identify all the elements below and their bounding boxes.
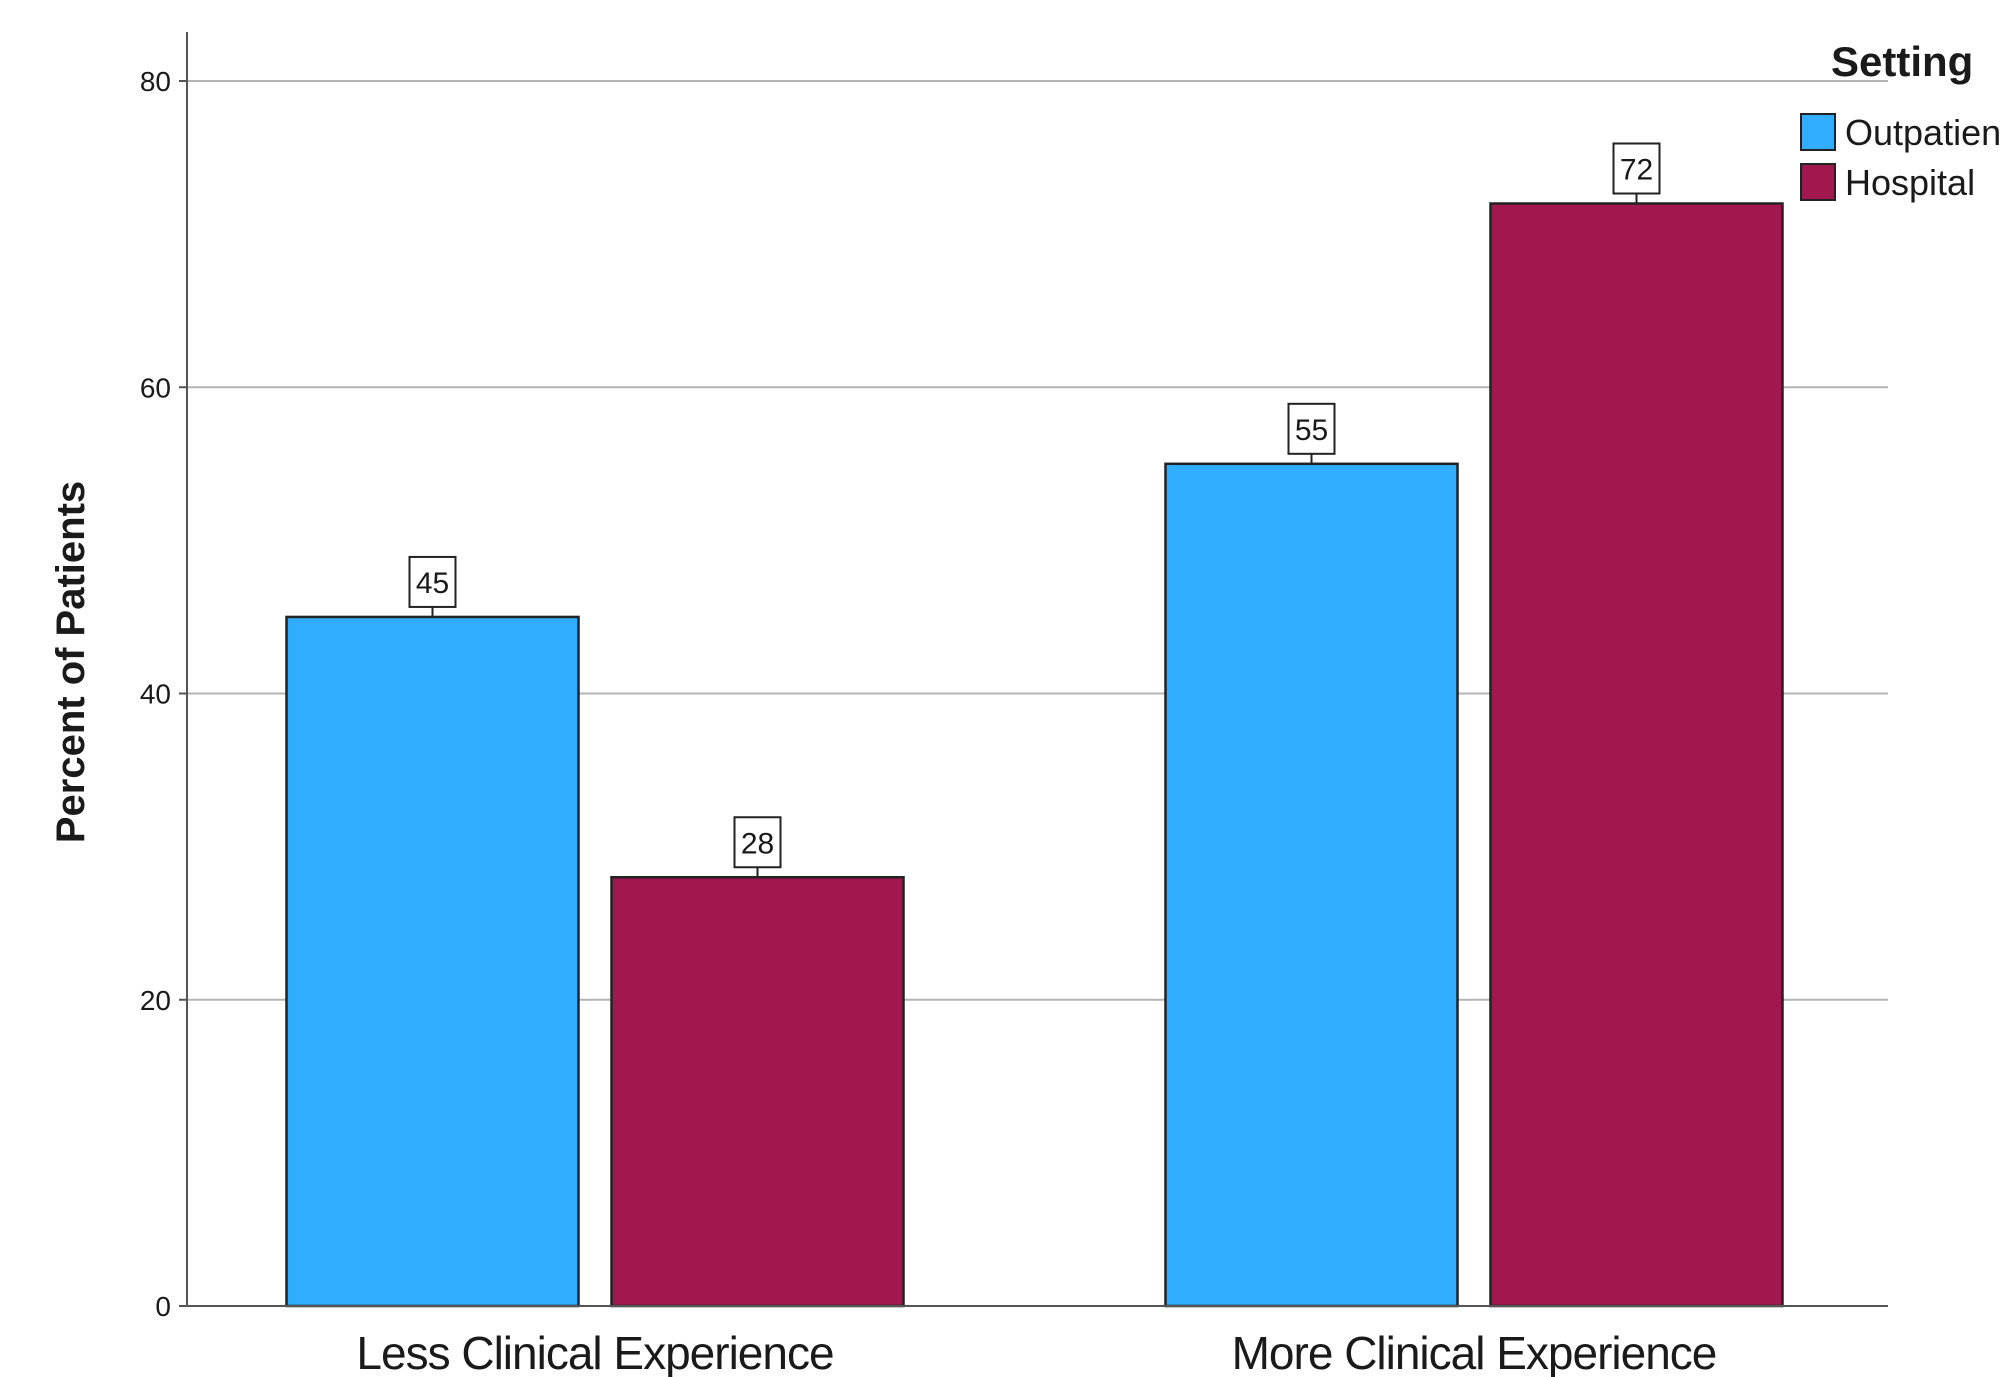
y-tick-label: 40 [140, 679, 171, 710]
data-label: 45 [416, 567, 449, 600]
bar [1489, 202, 1784, 1308]
axes [186, 32, 1888, 1307]
legend-label: Hospital [1845, 162, 1975, 203]
y-tick-label: 60 [140, 372, 171, 403]
bars [285, 202, 1784, 1308]
legend: Setting Outpatien Hospital [1800, 38, 2001, 203]
legend-title: Setting [1831, 38, 1973, 85]
bar [610, 876, 905, 1308]
y-tick-label: 20 [140, 985, 171, 1016]
y-axis-title: Percent of Patients [49, 481, 93, 843]
data-label-box [408, 555, 457, 608]
y-axis-ticks: 0 20 40 60 80 [140, 66, 187, 1322]
legend-swatch [1800, 113, 1836, 151]
bar [1164, 462, 1459, 1308]
y-tick-label: 0 [155, 1291, 171, 1322]
data-label: 28 [741, 827, 774, 860]
data-label: 72 [1620, 154, 1653, 187]
legend-label: Outpatien [1845, 112, 2001, 153]
legend-swatch [1800, 163, 1836, 201]
data-label-box [1612, 142, 1661, 195]
data-labels: 45 28 55 72 [408, 142, 1661, 878]
data-label: 55 [1295, 414, 1328, 447]
x-category-label: Less Clinical Experience [356, 1327, 833, 1377]
bar [285, 615, 580, 1308]
y-tick-label: 80 [140, 66, 171, 97]
data-label-box [733, 816, 782, 869]
legend-items: Outpatien Hospital [1800, 112, 2001, 203]
x-axis-categories: Less Clinical Experience More Clinical Ex… [356, 1327, 1717, 1377]
data-label-box [1287, 402, 1336, 455]
x-category-label: More Clinical Experience [1232, 1327, 1717, 1377]
